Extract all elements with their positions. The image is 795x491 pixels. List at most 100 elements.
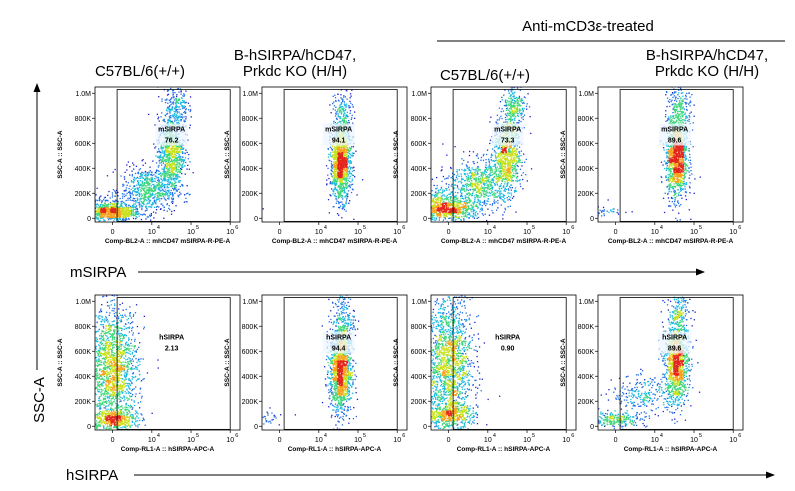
event-dot bbox=[339, 159, 342, 161]
event-dot bbox=[98, 208, 100, 210]
event-dot bbox=[168, 145, 171, 147]
event-dot bbox=[149, 190, 151, 192]
event-dot bbox=[482, 155, 484, 157]
event-dot bbox=[337, 149, 339, 151]
event-dot bbox=[178, 166, 180, 168]
event-dot bbox=[483, 153, 485, 156]
event-dot bbox=[333, 180, 335, 182]
event-dot bbox=[129, 193, 131, 195]
event-dot bbox=[85, 212, 86, 213]
event-dot bbox=[183, 120, 185, 123]
event-dot bbox=[526, 180, 528, 182]
event-dot bbox=[351, 154, 353, 157]
event-dot bbox=[179, 176, 181, 178]
event-dot bbox=[461, 163, 463, 165]
event-dot bbox=[100, 207, 103, 209]
event-dot bbox=[120, 205, 123, 207]
event-dot bbox=[345, 120, 347, 122]
event-dot bbox=[486, 203, 488, 205]
event-dot bbox=[155, 155, 157, 157]
event-dot bbox=[97, 216, 99, 219]
event-dot bbox=[182, 148, 185, 150]
event-dot bbox=[164, 153, 167, 155]
event-dot bbox=[184, 111, 186, 113]
event-dot bbox=[113, 203, 115, 205]
event-dot bbox=[91, 213, 92, 214]
event-dot bbox=[427, 200, 428, 201]
event-dot bbox=[344, 186, 346, 189]
event-dot bbox=[343, 149, 346, 151]
event-dot bbox=[335, 147, 338, 150]
event-dot bbox=[148, 191, 150, 193]
event-dot bbox=[178, 145, 180, 147]
event-dot bbox=[187, 139, 189, 141]
event-dot bbox=[119, 205, 122, 207]
event-dot bbox=[249, 208, 250, 209]
event-dot bbox=[154, 186, 156, 188]
event-dot bbox=[415, 209, 416, 210]
event-dot bbox=[183, 119, 185, 121]
event-dot bbox=[180, 90, 182, 92]
event-dot bbox=[513, 87, 515, 89]
event-dot bbox=[117, 200, 119, 202]
event-dot bbox=[95, 201, 96, 203]
event-dot bbox=[168, 108, 170, 110]
event-dot bbox=[135, 215, 137, 218]
event-dot bbox=[95, 219, 96, 221]
event-dot bbox=[79, 210, 80, 211]
event-dot bbox=[134, 178, 136, 180]
event-dot bbox=[132, 217, 135, 220]
event-dot bbox=[136, 194, 138, 196]
event-dot bbox=[115, 209, 117, 211]
event-dot bbox=[333, 162, 335, 164]
event-dot bbox=[341, 151, 343, 153]
event-dot bbox=[160, 198, 162, 200]
event-dot bbox=[181, 113, 183, 115]
event-dot bbox=[150, 174, 153, 176]
event-dot bbox=[473, 161, 475, 163]
event-dot bbox=[103, 204, 105, 206]
event-dot bbox=[181, 166, 184, 168]
event-dot bbox=[176, 147, 178, 149]
event-dot bbox=[120, 210, 122, 213]
event-dot bbox=[182, 107, 184, 110]
event-dot bbox=[454, 146, 456, 148]
y-axis-title: SSC-A :: SSC-A bbox=[57, 130, 64, 178]
event-dot bbox=[63, 217, 64, 218]
event-dot bbox=[337, 178, 340, 180]
event-dot bbox=[427, 201, 428, 202]
event-dot bbox=[158, 164, 160, 167]
event-dot bbox=[168, 159, 170, 161]
event-dot bbox=[135, 210, 137, 213]
event-dot bbox=[491, 209, 493, 212]
event-dot bbox=[353, 166, 355, 168]
event-dot bbox=[167, 170, 169, 173]
event-dot bbox=[155, 146, 157, 148]
event-dot bbox=[67, 218, 68, 219]
event-dot bbox=[331, 170, 334, 173]
event-dot bbox=[157, 184, 159, 186]
event-dot bbox=[492, 203, 494, 205]
event-dot bbox=[500, 204, 502, 206]
event-dot bbox=[175, 120, 177, 122]
event-dot bbox=[341, 166, 343, 168]
event-dot bbox=[419, 186, 420, 187]
event-dot bbox=[336, 118, 338, 121]
event-dot bbox=[513, 195, 515, 198]
event-dot bbox=[103, 208, 105, 210]
event-dot bbox=[119, 212, 122, 214]
event-dot bbox=[90, 206, 91, 207]
event-dot bbox=[125, 214, 127, 216]
event-dot bbox=[332, 172, 334, 175]
event-dot bbox=[101, 206, 103, 209]
event-dot bbox=[339, 157, 341, 160]
event-dot bbox=[134, 190, 136, 193]
event-dot bbox=[161, 173, 163, 175]
event-dot bbox=[335, 100, 337, 102]
event-dot bbox=[169, 105, 171, 107]
event-dot bbox=[141, 187, 143, 189]
event-dot bbox=[431, 211, 432, 213]
event-dot bbox=[511, 197, 514, 199]
event-dot bbox=[424, 212, 425, 213]
event-dot bbox=[410, 186, 411, 187]
